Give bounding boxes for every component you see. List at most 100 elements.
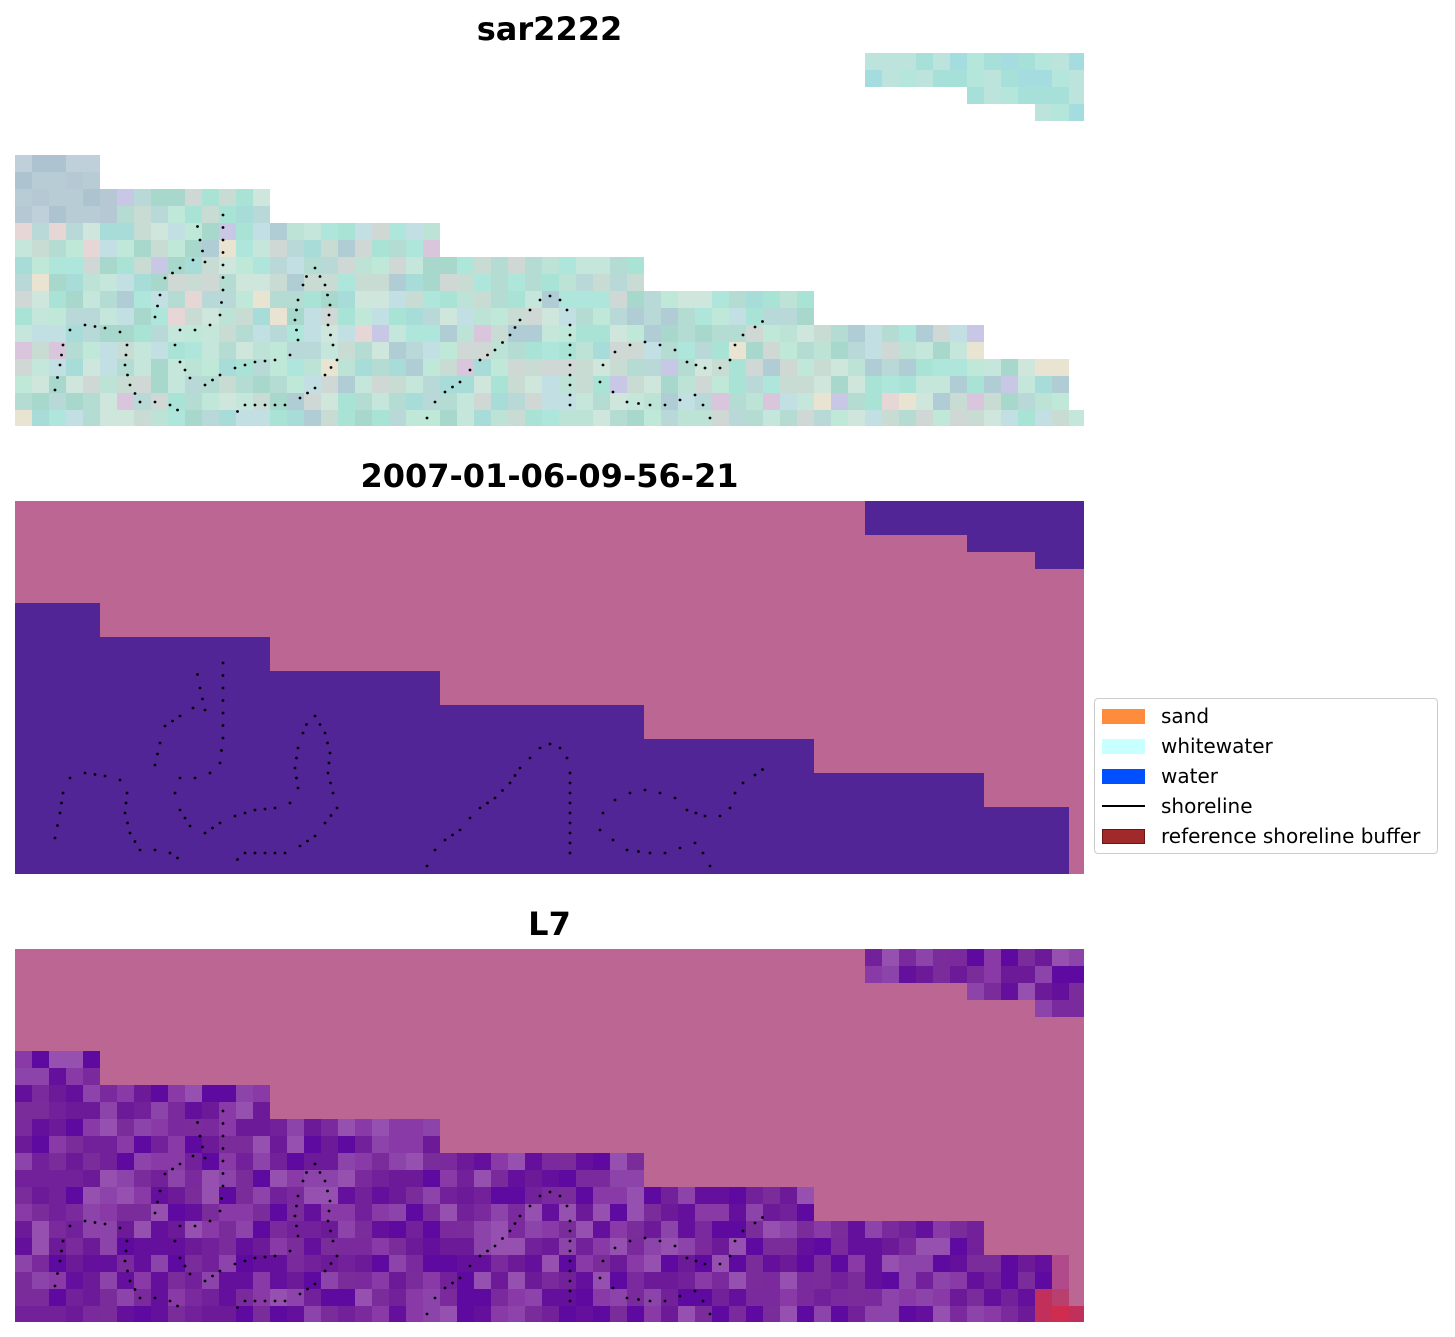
pixel (967, 824, 984, 841)
shoreline-point (93, 1221, 97, 1224)
pixel (389, 1272, 406, 1289)
shoreline-point (60, 1249, 63, 1253)
pixel (32, 603, 49, 620)
pixel (151, 1306, 168, 1322)
shoreline-point (198, 1134, 202, 1138)
pixel (984, 70, 1001, 87)
shoreline-point (753, 1221, 757, 1225)
shoreline-point (486, 353, 489, 357)
pixel (525, 756, 542, 773)
pixel (610, 1204, 627, 1221)
pixel (627, 756, 644, 773)
pixel (134, 858, 151, 874)
pixel (236, 1119, 253, 1136)
pixel (185, 790, 202, 807)
pixel (202, 1153, 219, 1170)
pixel (185, 1119, 202, 1136)
pixel (372, 1221, 389, 1238)
pixel (457, 773, 474, 790)
pixel (134, 773, 151, 790)
pixel (270, 1272, 287, 1289)
pixel (83, 722, 100, 739)
pixel (525, 376, 542, 393)
pixel (950, 858, 967, 874)
pixel (559, 705, 576, 722)
pixel (253, 1170, 270, 1187)
pixel (474, 705, 491, 722)
pixel (15, 1102, 32, 1119)
pixel (321, 1204, 338, 1221)
shoreline-point (568, 1219, 572, 1223)
shoreline-point (301, 731, 305, 735)
pixel (372, 858, 389, 874)
pixel (423, 1221, 440, 1238)
pixel (83, 1306, 100, 1322)
pixel (219, 705, 236, 722)
pixel (457, 291, 474, 308)
pixel (763, 756, 780, 773)
pixel (899, 501, 916, 518)
pixel (984, 807, 1001, 824)
pixel (236, 291, 253, 308)
pixel (168, 1221, 185, 1238)
pixel (168, 688, 185, 705)
pixel (270, 1238, 287, 1255)
pixel (814, 858, 831, 874)
pixel (202, 773, 219, 790)
pixel (355, 257, 372, 274)
pixel (457, 807, 474, 824)
pixel (304, 291, 321, 308)
pixel (457, 1272, 474, 1289)
pixel (406, 858, 423, 874)
pixel (440, 807, 457, 824)
shoreline-point (183, 368, 187, 372)
pixel (814, 1272, 831, 1289)
shoreline-point (221, 1122, 225, 1125)
shoreline-point (611, 390, 615, 394)
shoreline-point (568, 1269, 572, 1273)
pixel (338, 1136, 355, 1153)
pixel (1018, 410, 1035, 426)
pixel (491, 1255, 508, 1272)
pixel (151, 1204, 168, 1221)
shoreline-point (601, 811, 605, 815)
pixel (117, 206, 134, 223)
pixel (1052, 70, 1069, 87)
shoreline-point (326, 741, 329, 745)
pixel (576, 722, 593, 739)
pixel (525, 739, 542, 756)
shoreline-point (733, 1239, 737, 1243)
shoreline-point (176, 1304, 179, 1308)
shoreline-point (548, 742, 552, 746)
pixel (933, 393, 950, 410)
pixel (661, 1289, 678, 1306)
shoreline-point (296, 746, 300, 750)
pixel (168, 1085, 185, 1102)
pixel (457, 739, 474, 756)
pixel (185, 240, 202, 257)
shoreline-point (178, 266, 182, 270)
pixel (644, 739, 661, 756)
pixel (219, 790, 236, 807)
pixel (372, 1204, 389, 1221)
pixel (508, 376, 525, 393)
pixel (185, 1187, 202, 1204)
pixel (576, 1170, 593, 1187)
pixel (287, 1272, 304, 1289)
pixel (678, 1255, 695, 1272)
pixel (134, 1238, 151, 1255)
pixel (321, 274, 338, 291)
pixel (1069, 966, 1084, 983)
pixel (83, 688, 100, 705)
pixel (372, 1272, 389, 1289)
pixel (100, 240, 117, 257)
pixel (219, 223, 236, 240)
pixel (440, 756, 457, 773)
pixel (984, 393, 1001, 410)
pixel (610, 1238, 627, 1255)
pixel (389, 841, 406, 858)
shoreline-point (761, 768, 764, 771)
pixel (372, 1153, 389, 1170)
pixel (355, 325, 372, 342)
shoreline-point (61, 343, 65, 347)
